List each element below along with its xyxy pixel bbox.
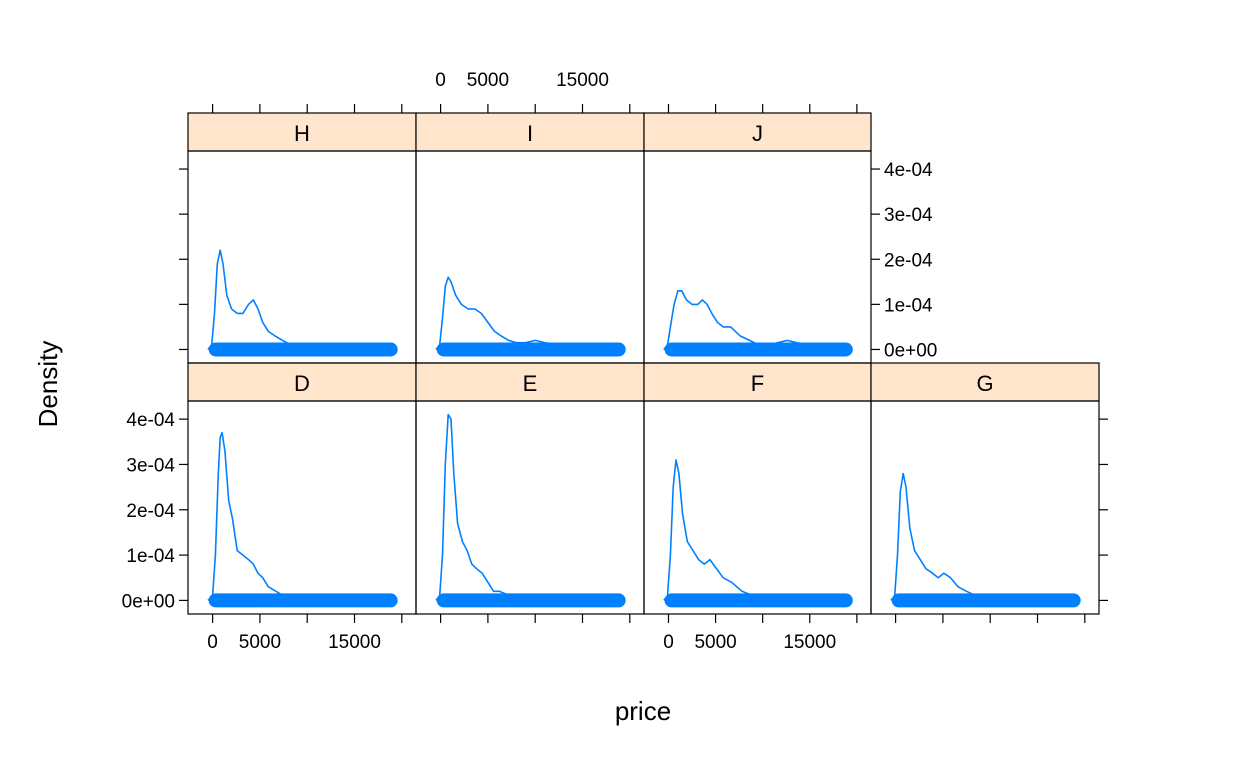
panel-frame-I [415,150,645,364]
x-tick-label: 15000 [556,70,609,91]
strip-label-J: J [752,121,763,146]
panel-frame-F [643,400,872,615]
x-tick-label: 5000 [694,632,736,653]
density-curve-G [890,472,1081,602]
y-tick-label: 1e-04 [884,295,933,316]
density-curve-E [435,413,626,602]
strip-label-F: F [751,371,764,396]
strip-label-G: G [976,371,993,396]
density-curve-I [435,276,626,351]
x-tick-label: 5000 [467,70,509,91]
y-tick-label: 3e-04 [884,205,933,226]
y-tick-label: 4e-04 [884,160,933,181]
panel-frame-E [415,400,645,615]
y-tick-label: 2e-04 [884,250,933,271]
x-tick-label: 15000 [783,632,836,653]
y-tick-label: 0e+00 [884,340,937,361]
panel-frame-G [870,400,1100,615]
panel-frame-J [643,150,872,364]
y-tick-label: 2e-04 [126,501,175,522]
strip-label-I: I [527,121,533,146]
x-axis-title: price [615,696,671,726]
strip-H [187,112,417,152]
strip-D [187,362,417,402]
y-tick-label: 0e+00 [122,591,175,612]
density-curve-H [207,249,398,351]
density-curve-F [663,459,853,602]
y-axis-title: Density [33,341,63,428]
y-tick-label: 3e-04 [126,455,175,476]
x-tick-label: 0 [435,70,446,91]
strip-label-E: E [523,371,538,396]
strip-label-H: H [294,121,310,146]
x-tick-label: 5000 [239,632,281,653]
y-tick-label: 4e-04 [126,410,175,431]
strip-label-D: D [294,371,310,396]
x-tick-label: 0 [207,632,218,653]
strip-F [643,362,872,402]
density-curve-D [207,431,398,602]
y-tick-label: 1e-04 [126,546,175,567]
density-curve-J [663,290,853,351]
x-tick-label: 15000 [328,632,381,653]
x-tick-label: 0 [663,632,674,653]
